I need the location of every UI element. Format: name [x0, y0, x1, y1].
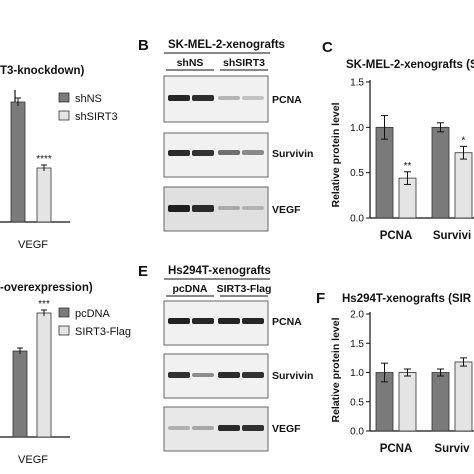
- panel-f-bar: [398, 372, 417, 432]
- panel-c-significance: **: [404, 161, 412, 172]
- panel-e-band: [192, 373, 214, 377]
- panel-d: -overexpression) *** VEGF pcDNA SIRT3-Fl…: [0, 282, 131, 466]
- panel-f: F Hs294T-xenografts (SIR Relative protei…: [316, 290, 474, 455]
- panel-b-band: [168, 205, 190, 212]
- panel-f-y-tick-label: 1.0: [350, 368, 364, 379]
- panel-e-band: [218, 372, 240, 378]
- panel-f-title: Hs294T-xenografts (SIR: [342, 293, 472, 305]
- panel-f-y-tick-label: 0.0: [350, 427, 364, 438]
- panel-a-bar-shns: [10, 101, 26, 223]
- panel-e-group-2: SIRT3-Flag: [217, 283, 272, 295]
- panel-b-band: [242, 150, 264, 155]
- panel-c-ylabel: Relative protein level: [330, 102, 342, 207]
- panel-e-band: [168, 318, 190, 324]
- panel-b-row-label-2: Survivin: [272, 148, 313, 160]
- panel-f-bar: [454, 361, 473, 432]
- panel-e-band: [192, 426, 214, 430]
- panel-e-band: [192, 318, 214, 324]
- panel-a-legend-label-1: shNS: [75, 93, 102, 105]
- panel-e-band: [218, 318, 240, 324]
- panel-c-letter: C: [322, 39, 333, 56]
- panel-c-x-tick-label: PCNA: [380, 230, 413, 242]
- panel-c-bar: [375, 126, 394, 219]
- panel-c-y-tick-label: 0.5: [350, 168, 364, 179]
- panel-e: E Hs294T-xenografts pcDNA SIRT3-Flag PCN…: [138, 263, 313, 452]
- panel-f-y-tick-label: 1.5: [350, 339, 364, 350]
- panel-d-legend-label-2: SIRT3-Flag: [75, 326, 131, 338]
- panel-b: B SK-MEL-2-xenografts shNS shSIRT3 PCNA …: [138, 37, 313, 232]
- panel-b-row-label-1: PCNA: [272, 94, 302, 106]
- panel-a-title: T3-knockdown): [0, 65, 85, 77]
- panel-b-band: [192, 95, 214, 101]
- panel-a-legend-label-2: shSIRT3: [75, 111, 118, 123]
- panel-a-errorbars: [15, 97, 47, 171]
- panel-c: C SK-MEL-2-xenografts (S Relative protei…: [322, 39, 474, 242]
- panel-d-tick: VEGF: [18, 454, 48, 466]
- panel-d-legend-swatch-1: [58, 307, 70, 318]
- panel-e-row-label-2: Survivin: [272, 370, 313, 382]
- panel-c-y-tick-label: 1.5: [350, 78, 364, 89]
- panel-b-band: [242, 96, 264, 100]
- panel-e-band: [168, 426, 190, 430]
- panel-a-significance: ****: [36, 154, 52, 165]
- panel-d-title: -overexpression): [0, 282, 93, 294]
- panel-c-x-tick-label: Survivi: [433, 230, 471, 242]
- panel-d-legend-label-1: pcDNA: [75, 308, 111, 320]
- panel-e-group-1: pcDNA: [172, 283, 207, 295]
- panel-e-band: [218, 425, 240, 431]
- panel-a: T3-knockdown) **** VEGF shNS shSIRT3: [0, 65, 118, 251]
- panel-b-band: [218, 150, 240, 155]
- panel-e-letter: E: [138, 263, 148, 280]
- panel-d-bar-pcdna: [12, 350, 28, 438]
- panel-c-title: SK-MEL-2-xenografts (S: [346, 59, 474, 71]
- panel-f-ylabel: Relative protein level: [330, 317, 342, 422]
- panel-a-legend-swatch-1: [58, 92, 70, 103]
- panel-f-x-tick-label: PCNA: [380, 443, 413, 455]
- panel-e-title: Hs294T-xenografts: [168, 265, 271, 277]
- panel-f-y-tick-label: 2.0: [350, 310, 364, 321]
- panel-b-band: [218, 96, 240, 100]
- panel-a-tick: VEGF: [18, 239, 48, 251]
- panel-b-row-label-3: VEGF: [272, 204, 301, 216]
- panel-d-legend-swatch-2: [58, 325, 70, 336]
- panel-c-bar: [431, 126, 450, 219]
- panel-b-band: [192, 205, 214, 212]
- panel-c-plot: 1.5 1.0 0.5 0.0 ** PCNA * Survivi: [350, 78, 474, 242]
- panel-a-legend-swatch-2: [58, 110, 70, 121]
- panel-f-x-tick-label: Surviv: [434, 443, 470, 455]
- panel-c-y-tick-label: 1.0: [350, 123, 364, 134]
- panel-d-significance: ***: [38, 299, 50, 310]
- panel-f-y-tick-label: 0.5: [350, 397, 364, 408]
- panel-b-letter: B: [138, 37, 149, 54]
- panel-e-row-label-1: PCNA: [272, 316, 302, 328]
- panel-b-band: [168, 95, 190, 101]
- panel-c-y-tick-label: 0.0: [350, 214, 364, 225]
- panel-b-band: [192, 150, 214, 156]
- panel-d-bar-sirt3-flag: [36, 312, 52, 438]
- panel-e-band: [168, 372, 190, 378]
- panel-b-title: SK-MEL-2-xenografts: [168, 39, 285, 51]
- panel-d-errorbars: [17, 309, 47, 354]
- panel-f-bar: [431, 372, 450, 432]
- panel-e-row-label-3: VEGF: [272, 423, 301, 435]
- panel-e-band: [242, 425, 264, 431]
- panel-b-band: [168, 150, 190, 156]
- panel-e-band: [242, 318, 264, 324]
- panel-b-band: [242, 206, 264, 210]
- panel-b-group-1: shNS: [177, 57, 204, 69]
- panel-f-letter: F: [316, 290, 325, 307]
- panel-f-plot: 2.0 1.5 1.0 0.5 0.0 PCNA Surviv: [350, 310, 474, 455]
- panel-b-group-2: shSIRT3: [223, 57, 265, 69]
- panel-b-band: [218, 206, 240, 210]
- panel-a-bar-shsirt3: [36, 167, 52, 223]
- panel-c-bar: [454, 152, 473, 219]
- panel-c-significance: *: [462, 135, 466, 146]
- panel-e-band: [242, 372, 264, 378]
